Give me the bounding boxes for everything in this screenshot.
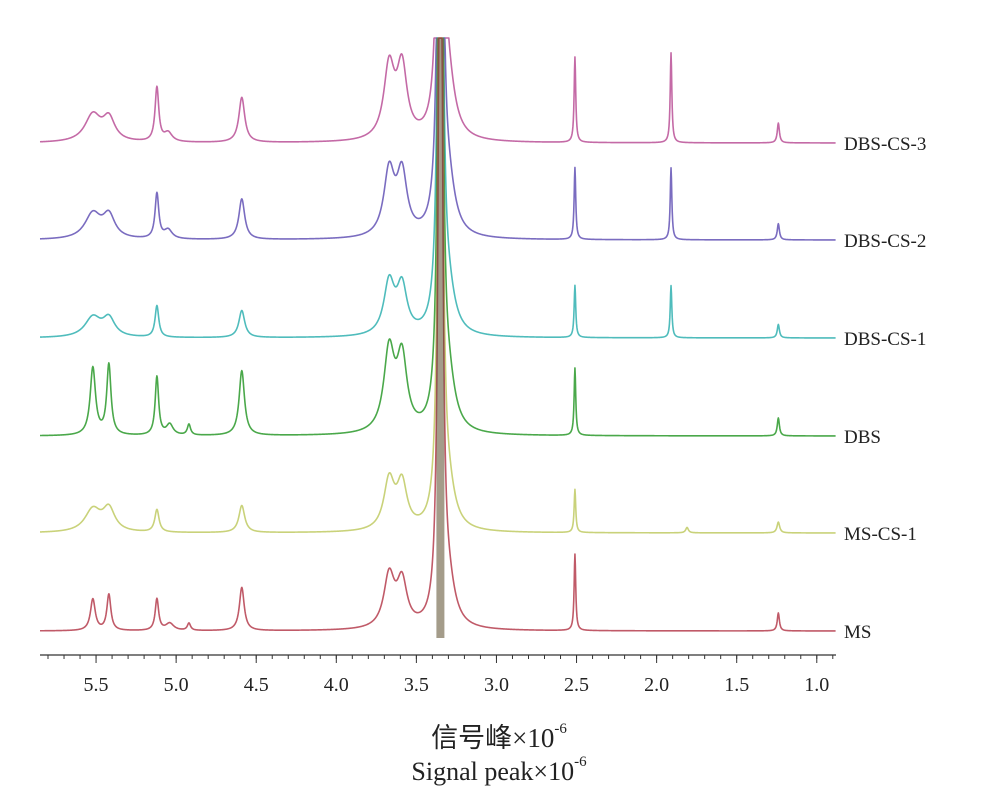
spectrum-traces bbox=[39, 37, 836, 638]
series-label: MS bbox=[844, 622, 871, 643]
x-axis-ticks: 5.5 5.0 4.5 4.0 3.5 3.0 2.5 2.0 1.5 1.0 bbox=[47, 655, 834, 696]
series-label: DBS-CS-2 bbox=[844, 231, 926, 252]
series-labels: DBS-CS-3 DBS-CS-2 DBS-CS-1 DBS MS-CS-1 MS bbox=[844, 134, 926, 643]
x-axis: 5.5 5.0 4.5 4.0 3.5 3.0 2.5 2.0 1.5 1.0 bbox=[40, 654, 836, 696]
x-axis-label-english: Signal peak×10-6 bbox=[0, 754, 998, 787]
x-tick-label: 2.0 bbox=[644, 674, 669, 696]
x-tick-label: 4.0 bbox=[324, 674, 349, 696]
x-tick-label: 4.5 bbox=[244, 674, 269, 696]
x-tick-label: 5.0 bbox=[164, 674, 189, 696]
series-label: DBS bbox=[844, 427, 881, 448]
series-label: DBS-CS-3 bbox=[844, 134, 926, 155]
x-axis-label-chinese-text: 信号峰×10 bbox=[431, 723, 555, 753]
series-label: DBS-CS-1 bbox=[844, 329, 926, 350]
x-axis-label-english-exponent: -6 bbox=[574, 754, 587, 771]
x-tick-label: 3.0 bbox=[484, 674, 509, 696]
x-tick-label: 5.5 bbox=[84, 674, 109, 696]
x-tick-label: 1.0 bbox=[804, 674, 829, 696]
x-axis-label-chinese: 信号峰×10-6 bbox=[0, 716, 998, 755]
x-tick-label: 3.5 bbox=[404, 674, 429, 696]
solvent-peak-overlap bbox=[436, 38, 445, 638]
series-label: MS-CS-1 bbox=[844, 524, 917, 545]
x-axis-label-english-text: Signal peak×10 bbox=[411, 757, 575, 786]
x-axis-label-chinese-exponent: -6 bbox=[554, 721, 567, 737]
x-tick-label: 2.5 bbox=[564, 674, 589, 696]
x-tick-label: 1.5 bbox=[724, 674, 749, 696]
